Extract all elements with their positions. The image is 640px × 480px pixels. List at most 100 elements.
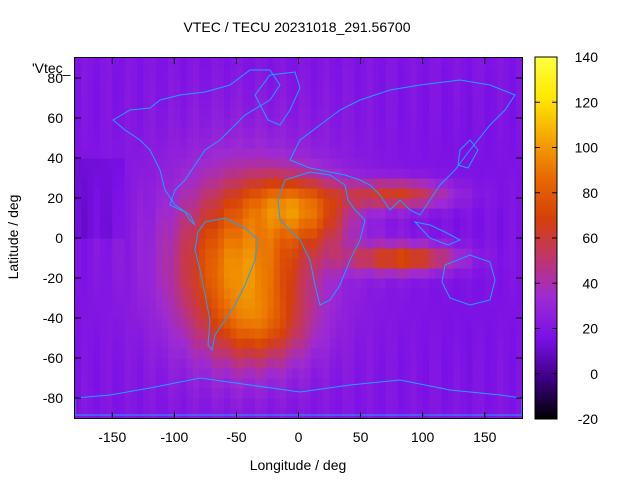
heatmap-cell — [298, 58, 306, 69]
heatmap-cell — [205, 68, 213, 79]
heatmap-cell — [478, 238, 486, 249]
heatmap-cell — [230, 188, 238, 199]
heatmap-cell — [453, 148, 461, 159]
heatmap-cell — [248, 298, 256, 309]
heatmap-cell — [360, 128, 368, 139]
heatmap-cell — [205, 168, 213, 179]
heatmap-cell — [286, 98, 293, 109]
heatmap-cell — [310, 158, 318, 169]
heatmap-cell — [81, 338, 89, 349]
heatmap-cell — [224, 248, 231, 259]
heatmap-cell — [490, 298, 498, 309]
heatmap-cell — [124, 198, 132, 209]
heatmap-cell — [472, 88, 480, 99]
heatmap-cell — [404, 118, 411, 129]
heatmap-cell — [81, 78, 89, 89]
heatmap-cell — [93, 288, 101, 299]
heatmap-cell — [304, 108, 312, 119]
heatmap-cell — [515, 68, 523, 79]
heatmap-cell — [360, 108, 368, 119]
heatmap-cell — [292, 358, 300, 369]
heatmap-cell — [335, 348, 343, 359]
heatmap-cell — [255, 148, 262, 159]
heatmap-cell — [472, 168, 480, 179]
heatmap-cell — [441, 98, 449, 109]
heatmap-cell — [404, 358, 411, 369]
heatmap-cell — [106, 248, 113, 259]
heatmap-cell — [149, 398, 157, 409]
heatmap-cell — [466, 148, 473, 159]
heatmap-cell — [354, 318, 362, 329]
heatmap-cell — [503, 288, 511, 299]
heatmap-cell — [323, 288, 331, 299]
heatmap-cell — [130, 388, 138, 399]
heatmap-cell — [416, 228, 424, 239]
heatmap-cell — [137, 118, 144, 129]
heatmap-cell — [273, 258, 281, 269]
heatmap-cell — [174, 408, 182, 419]
heatmap-cell — [484, 188, 492, 199]
heatmap-cell — [478, 198, 486, 209]
heatmap-cell — [230, 388, 238, 399]
heatmap-cell — [199, 298, 206, 309]
heatmap-cell — [385, 248, 393, 259]
heatmap-cell — [292, 338, 300, 349]
heatmap-cell — [503, 128, 511, 139]
heatmap-cell — [242, 298, 250, 309]
heatmap-cell — [192, 408, 200, 419]
heatmap-cell — [267, 178, 275, 189]
heatmap-cell — [410, 158, 418, 169]
heatmap-cell — [447, 88, 455, 99]
heatmap-cell — [354, 138, 362, 149]
heatmap-cell — [255, 98, 262, 109]
heatmap-cell — [112, 148, 120, 159]
heatmap-cell — [99, 158, 107, 169]
heatmap-cell — [317, 278, 324, 289]
heatmap-cell — [168, 358, 175, 369]
heatmap-cell — [192, 328, 200, 339]
heatmap-cell — [75, 148, 82, 159]
heatmap-cell — [211, 118, 219, 129]
heatmap-cell — [99, 138, 107, 149]
heatmap-cell — [466, 228, 473, 239]
heatmap-cell — [149, 178, 157, 189]
heatmap-cell — [279, 158, 287, 169]
heatmap-cell — [385, 88, 393, 99]
heatmap-cell — [261, 268, 269, 279]
heatmap-cell — [490, 228, 498, 239]
heatmap-cell — [373, 258, 380, 269]
heatmap-cell — [466, 188, 473, 199]
heatmap-cell — [168, 168, 175, 179]
heatmap-cell — [273, 328, 281, 339]
heatmap-cell — [379, 168, 387, 179]
colorbar-tick-label: 40 — [582, 275, 598, 291]
heatmap-cell — [472, 188, 480, 199]
heatmap-cell — [242, 388, 250, 399]
heatmap-cell — [87, 348, 95, 359]
heatmap-cell — [453, 78, 461, 89]
heatmap-cell — [459, 178, 467, 189]
heatmap-cell — [428, 378, 436, 389]
heatmap-cell — [192, 348, 200, 359]
heatmap-cell — [354, 68, 362, 79]
heatmap-cell — [397, 268, 405, 279]
heatmap-cell — [81, 198, 89, 209]
heatmap-cell — [379, 128, 387, 139]
heatmap-cell — [515, 338, 523, 349]
heatmap-cell — [515, 358, 523, 369]
heatmap-cell — [379, 298, 387, 309]
heatmap-cell — [497, 328, 504, 339]
heatmap-cell — [515, 118, 523, 129]
heatmap-cell — [341, 358, 349, 369]
heatmap-cell — [192, 138, 200, 149]
heatmap-cell — [404, 108, 411, 119]
heatmap-cell — [224, 178, 231, 189]
heatmap-cell — [503, 68, 511, 79]
heatmap-cell — [124, 168, 132, 179]
heatmap-cell — [373, 78, 380, 89]
heatmap-cell — [304, 178, 312, 189]
heatmap-cell — [509, 298, 517, 309]
heatmap-cell — [99, 128, 107, 139]
heatmap-cell — [224, 268, 231, 279]
heatmap-cell — [81, 368, 89, 379]
